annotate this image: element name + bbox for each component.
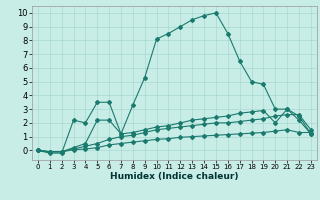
X-axis label: Humidex (Indice chaleur): Humidex (Indice chaleur) (110, 172, 239, 181)
